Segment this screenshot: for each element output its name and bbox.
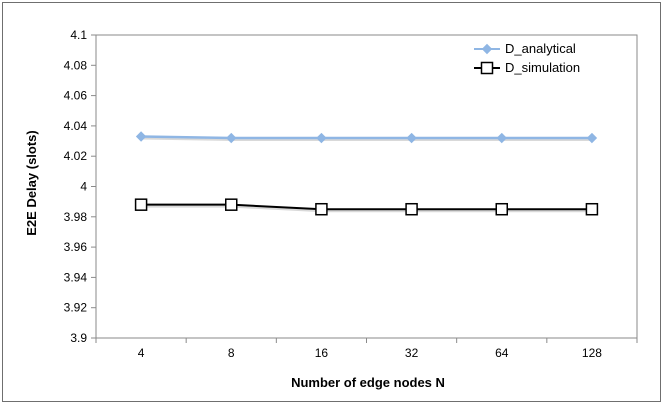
y-tick-label: 4: [80, 180, 87, 194]
y-axis-ticks: 3.9 3.92 3.94 3.96 3.98 4 4.02 4.04 4.06 4.08 4.1: [64, 28, 96, 345]
y-tick-label: 4.06: [64, 89, 88, 103]
data-point: [316, 132, 327, 144]
data-point: [406, 132, 417, 144]
legend-label: D_analytical: [505, 41, 576, 56]
plot-area: [95, 34, 638, 339]
y-tick-label: 4.08: [64, 58, 88, 72]
data-point: [225, 198, 238, 211]
x-tick-label: 8: [228, 346, 235, 360]
legend-item: D_simulation: [474, 60, 580, 75]
series-line: [141, 203, 592, 211]
y-tick-label: 4.1: [70, 28, 87, 42]
legend-swatch-marker: [480, 61, 494, 75]
x-tick-label: 128: [582, 346, 602, 360]
series-line: [141, 135, 592, 140]
legend-label: D_simulation: [505, 60, 580, 75]
x-axis-ticks: 4 8 16 32 64 128: [95, 338, 638, 360]
data-point: [495, 202, 508, 216]
series-line-shadow: [142, 205, 593, 213]
data-point: [315, 202, 328, 216]
series-d-simulation: [134, 198, 599, 216]
data-point: [405, 202, 418, 216]
data-point: [226, 132, 237, 144]
data-point: [135, 131, 147, 142]
y-tick-label: 4.04: [64, 119, 88, 133]
legend: D_analytical D_simulation: [474, 41, 580, 75]
data-point: [586, 132, 598, 144]
y-tick-label: 4.02: [64, 149, 88, 163]
x-tick-label: 64: [495, 346, 509, 360]
y-tick-label: 3.96: [64, 240, 88, 254]
x-axis-title: Number of edge nodes N: [291, 375, 445, 390]
x-tick-label: 32: [405, 346, 419, 360]
x-tick-label: 4: [138, 346, 145, 360]
series-line-shadow: [142, 137, 593, 142]
y-tick-label: 3.98: [64, 210, 88, 224]
data-point: [585, 202, 599, 216]
y-tick-label: 3.94: [64, 270, 88, 284]
legend-item: D_analytical: [474, 41, 576, 56]
y-tick-label: 3.92: [64, 301, 88, 315]
y-axis-title: E2E Delay (slots): [24, 130, 39, 236]
y-tick-label: 3.9: [70, 331, 87, 345]
plot-border: [95, 34, 638, 339]
x-tick-label: 16: [315, 346, 329, 360]
series-layer: [134, 131, 599, 216]
legend-swatch-marker: [481, 43, 493, 55]
data-point: [134, 198, 148, 211]
data-point: [496, 132, 507, 144]
series-d-analytical: [135, 131, 598, 144]
